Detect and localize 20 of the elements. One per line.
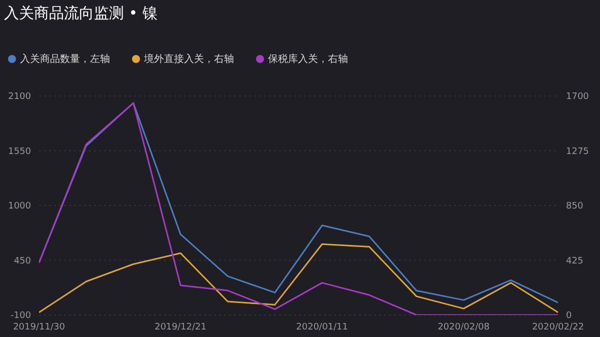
y-tick-label: 450 [14,256,32,266]
x-tick-label: 2019/12/21 [154,322,206,332]
x-tick-label: 2020/02/22 [532,322,584,332]
y-tick-label: 1000 [8,202,32,212]
y2-tick-label: 850 [566,202,584,212]
y-tick-label: 1550 [8,146,32,157]
chart-title: 入关商品流向监测 • 镍 [4,4,158,23]
legend-label: 保税库入关，右轴 [268,52,348,66]
y2-tick-label: 1275 [566,146,589,157]
y-tick-label: 2100 [8,92,32,102]
y-tick-label: -100 [10,311,32,322]
line-series [39,243,558,314]
y2-tick-label: 0 [566,311,572,322]
legend-label: 入关商品数量，左轴 [20,52,110,66]
legend-label: 境外直接入关，右轴 [144,52,234,66]
y2-tick-label: 425 [566,256,584,266]
x-tick-label: 2020/02/08 [438,322,490,332]
x-tick-label: 2020/01/11 [296,322,348,332]
x-tick-label: 2019/11/30 [13,322,66,332]
y2-tick-label: 1700 [566,92,590,102]
